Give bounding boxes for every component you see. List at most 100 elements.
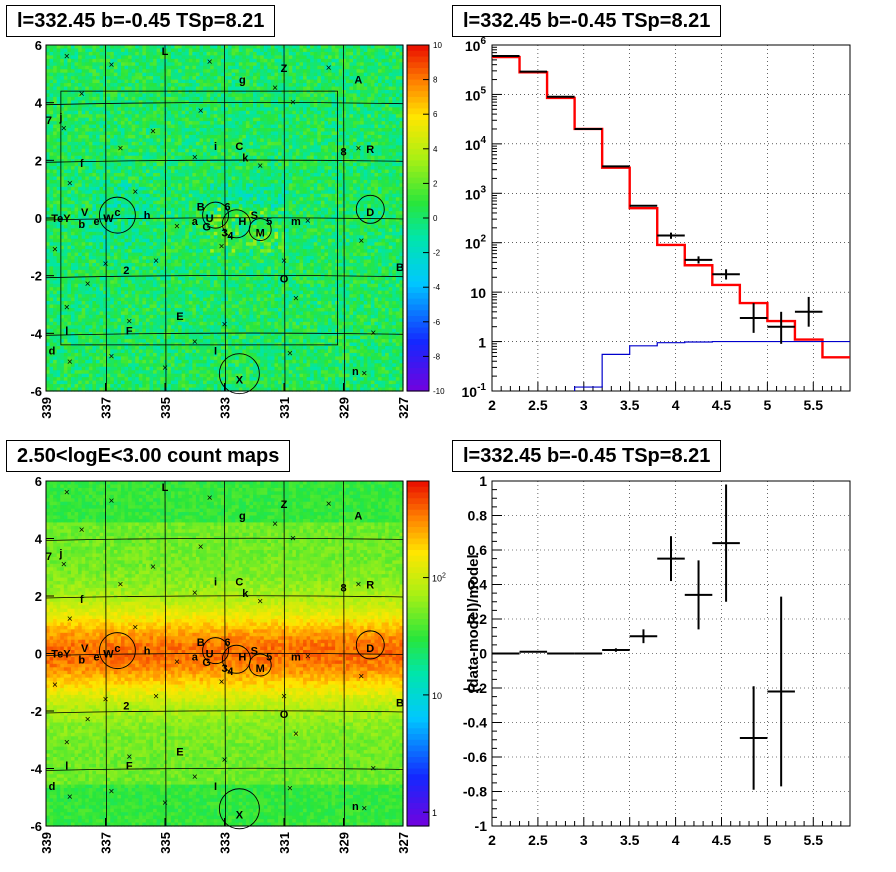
tl-cell xyxy=(117,114,121,118)
tl-cell xyxy=(110,128,114,132)
tl-cell xyxy=(75,111,79,115)
tl-cell xyxy=(85,308,89,312)
tl-cell xyxy=(200,311,204,315)
tl-cell xyxy=(117,52,121,56)
tl-cell xyxy=(182,329,186,333)
tl-cell xyxy=(207,118,211,122)
tl-cell xyxy=(192,332,196,336)
tl-cell xyxy=(221,270,225,274)
tl-cell xyxy=(196,308,200,312)
tl-cell xyxy=(167,69,171,73)
tl-cell xyxy=(142,325,146,329)
tl-cell xyxy=(185,145,189,149)
tl-cell xyxy=(189,190,193,194)
tl-cell xyxy=(50,315,54,319)
tl-cell xyxy=(71,121,75,125)
tl-cell xyxy=(196,93,200,97)
tl-cell xyxy=(135,121,139,125)
tl-cell xyxy=(185,315,189,319)
tl-cell xyxy=(217,176,221,180)
tl-cell xyxy=(150,187,154,191)
tl-cell xyxy=(153,194,157,198)
tl-cell xyxy=(75,298,79,302)
tl-cell xyxy=(114,280,118,284)
tl-cell xyxy=(171,163,175,167)
tl-cell xyxy=(160,107,164,111)
tl-cell xyxy=(96,280,100,284)
tl-cell xyxy=(128,356,132,360)
tl-cell xyxy=(85,253,89,257)
tl-cell xyxy=(210,118,214,122)
tl-cell xyxy=(50,360,54,364)
tl-cell xyxy=(135,332,139,336)
tl-cell xyxy=(210,242,214,246)
tl-cell xyxy=(150,308,154,312)
tl-cell xyxy=(210,111,214,115)
tl-cell xyxy=(78,235,82,239)
tl-cell xyxy=(78,305,82,309)
tl-cell xyxy=(203,270,207,274)
tl-cell xyxy=(192,277,196,281)
tl-cell xyxy=(121,381,125,385)
tl-cell xyxy=(64,273,68,277)
tl-cell xyxy=(217,221,221,225)
tl-cell xyxy=(189,138,193,142)
tl-cell xyxy=(178,173,182,177)
tl-cell xyxy=(114,52,118,56)
tl-cell xyxy=(139,104,143,108)
tl-cell xyxy=(57,356,61,360)
tl-cell xyxy=(142,194,146,198)
tl-cell xyxy=(92,336,96,340)
tl-cell xyxy=(160,135,164,139)
tl-cell xyxy=(125,187,129,191)
tl-cell xyxy=(57,318,61,322)
tl-cell xyxy=(135,107,139,111)
tl-cell xyxy=(153,294,157,298)
tl-cell xyxy=(210,197,214,201)
tl-cell xyxy=(142,87,146,91)
tl-cell xyxy=(92,315,96,319)
tl-cell xyxy=(164,73,168,77)
tl-cell xyxy=(221,311,225,315)
tl-cell xyxy=(160,294,164,298)
tl-cell xyxy=(210,263,214,267)
tl-cell xyxy=(121,93,125,97)
tl-cell xyxy=(92,208,96,212)
tl-cell xyxy=(164,211,168,215)
tl-cell xyxy=(46,208,50,212)
tl-cell xyxy=(203,353,207,357)
tl-cell xyxy=(64,298,68,302)
tl-cell xyxy=(67,377,71,381)
tl-cell xyxy=(67,381,71,385)
tl-cell xyxy=(189,208,193,212)
tl-cell xyxy=(175,45,179,49)
tl-cell xyxy=(178,239,182,243)
tl-cell xyxy=(157,360,161,364)
tl-cell xyxy=(132,180,136,184)
tl-cell xyxy=(82,294,86,298)
tl-cell xyxy=(128,118,132,122)
tl-cell xyxy=(67,208,71,212)
tl-cell xyxy=(53,239,57,243)
tl-cell xyxy=(75,125,79,129)
tl-cell xyxy=(128,280,132,284)
tl-cell xyxy=(214,239,218,243)
tl-cell xyxy=(92,260,96,264)
tl-cell xyxy=(107,52,111,56)
tl-cell xyxy=(78,360,82,364)
tl-cell xyxy=(160,253,164,257)
tl-cell xyxy=(71,135,75,139)
tl-cell xyxy=(153,152,157,156)
tl-cell xyxy=(75,377,79,381)
tl-cell xyxy=(196,381,200,385)
tl-cell xyxy=(89,55,93,59)
tl-cell xyxy=(135,138,139,142)
tl-cell xyxy=(82,298,86,302)
tl-cell xyxy=(192,363,196,367)
tl-cell xyxy=(64,349,68,353)
tl-cell xyxy=(164,107,168,111)
tl-cell xyxy=(117,377,121,381)
tl-cell xyxy=(189,121,193,125)
tl-cell xyxy=(185,114,189,118)
tl-cell xyxy=(53,142,57,146)
